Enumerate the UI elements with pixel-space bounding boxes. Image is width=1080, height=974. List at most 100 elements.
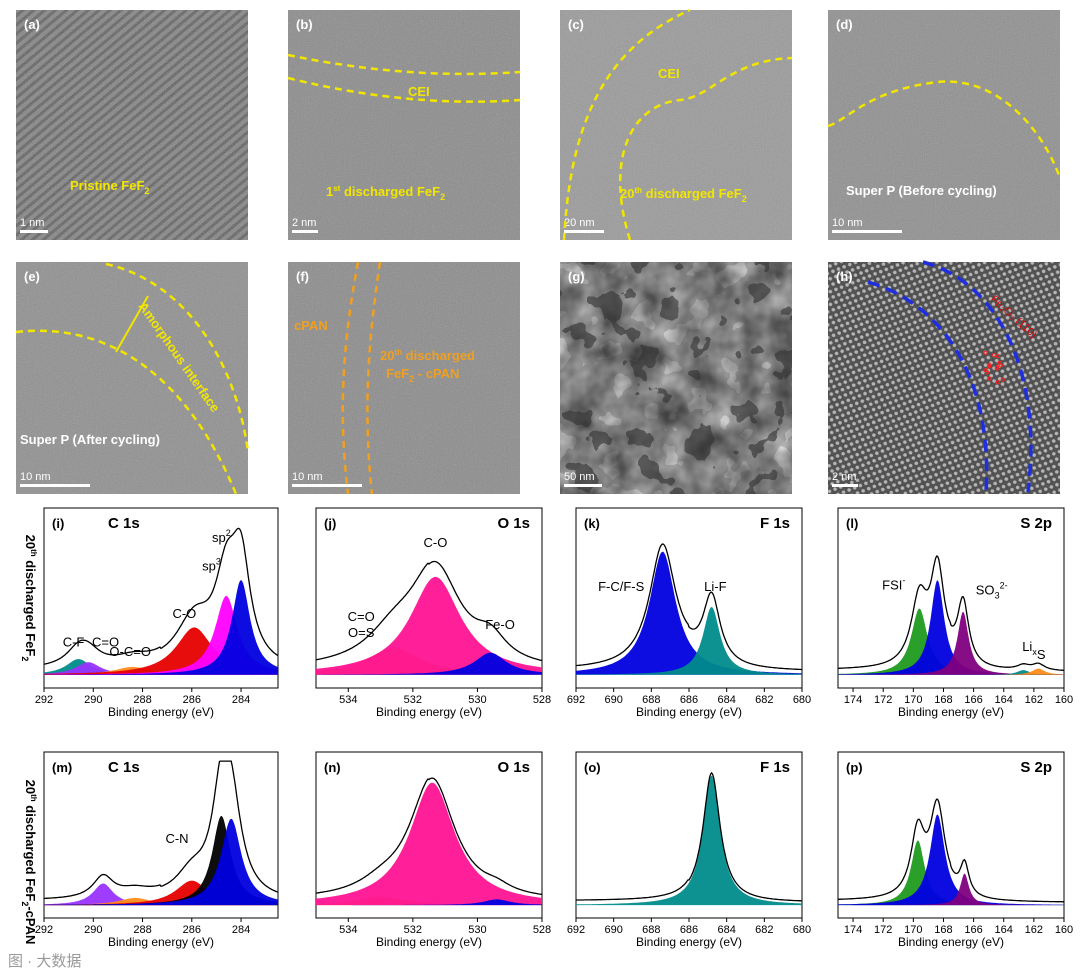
micrograph-noise: [560, 10, 792, 240]
atom-marker: [987, 362, 992, 368]
peak-label: sp2: [212, 528, 231, 545]
panel-tag: (p): [846, 760, 863, 775]
phase-inner-boundary: [867, 280, 989, 493]
micrograph-noise: [828, 10, 1060, 240]
peak-label: FSI-: [882, 576, 905, 593]
micrograph-label: 1st discharged FeF2: [326, 184, 445, 202]
x-axis-label: Binding energy (eV): [108, 935, 214, 949]
micrograph-noise: [288, 262, 520, 494]
cpan-inner-boundary: [366, 261, 382, 495]
chart-title: S 2p: [1020, 515, 1052, 532]
peak-label: Fe-O: [485, 617, 515, 632]
peak-label: C-N: [165, 831, 188, 846]
fitted-peak: [44, 818, 278, 906]
x-axis-label: Binding energy (eV): [898, 935, 1004, 949]
xps-panel: 174 172 170 168 166 164 162 160 Binding energy (…: [837, 507, 1073, 719]
peak-label: C-O: [424, 535, 448, 550]
x-tick-label: 284: [232, 924, 250, 936]
xps-panel: 534 532 530 528 Binding energy (eV) (n) O 1s: [315, 751, 551, 949]
x-tick-label: 174: [844, 694, 862, 706]
panel-tag: (h): [836, 269, 853, 284]
scale-bar: [832, 484, 858, 487]
scale-bar: [564, 230, 604, 233]
region-label: cPAN: [294, 318, 328, 333]
chart-title: O 1s: [497, 515, 530, 532]
atom-marker: [995, 380, 1000, 385]
micrograph-label: Pristine FeF2: [70, 178, 149, 196]
peak-label: SO32-: [976, 580, 1008, 600]
envelope-curve: [575, 543, 802, 671]
scale-bar: [20, 484, 90, 487]
x-tick-label: 172: [874, 924, 892, 936]
atom-marker: [991, 352, 997, 358]
scale-bar: [292, 484, 362, 487]
x-tick-label: 286: [183, 694, 201, 706]
scale-bar-label: 20 nm: [564, 217, 595, 229]
peak-label: C-O: [172, 606, 196, 621]
peak-label: O=S: [348, 625, 375, 640]
envelope-curve: [43, 527, 279, 665]
envelope-curve: [44, 760, 279, 900]
sem-particles: [560, 262, 792, 494]
x-tick-label: 284: [232, 694, 250, 706]
xps-panel: 692 690 688 686 684 682 680 Binding energy (eV)…: [567, 507, 811, 719]
peak-label: sp3: [202, 557, 221, 574]
chart-title: F 1s: [760, 515, 790, 532]
xps-panel: 692 690 688 686 684 682 680 Binding energy (eV)…: [567, 751, 811, 949]
x-tick-label: 166: [964, 694, 982, 706]
micrograph-noise: [288, 10, 520, 240]
x-tick-label: 170: [904, 694, 922, 706]
peak-label: Li-F: [704, 579, 726, 594]
cei-outer-boundary: [562, 8, 691, 241]
scale-bar-label: 10 nm: [832, 217, 863, 229]
panel-tag: (o): [584, 760, 601, 775]
x-tick-label: 688: [642, 924, 660, 936]
thickness-arrow: [115, 295, 149, 353]
micrograph-label: FeF2 - cPAN: [386, 366, 459, 384]
fitted-peak: [838, 611, 1064, 675]
x-tick-label: 168: [934, 924, 952, 936]
peak-label: F-C/F-S: [598, 579, 645, 594]
atom-marker: [983, 367, 988, 373]
envelope-curve: [838, 555, 1064, 671]
scale-bar: [20, 230, 48, 233]
panel-tag: (m): [52, 760, 72, 775]
atom-marker: [987, 376, 992, 381]
micrograph-label: 20th discharged: [380, 348, 475, 363]
xps-chart-grid: 292 290 288 286 284 Binding energy (eV) (i) C 1…: [35, 507, 1073, 949]
chart-title: O 1s: [497, 759, 530, 776]
fitted-peak: [316, 576, 542, 675]
fitted-peak: [838, 668, 1064, 675]
envelope-curve: [315, 777, 543, 896]
scale-bar: [564, 484, 602, 487]
atom-marker: [1000, 377, 1005, 382]
interface-inner-boundary: [15, 329, 238, 495]
atom-marker: [994, 366, 999, 371]
x-tick-label: 530: [468, 924, 486, 936]
x-tick-label: 174: [844, 924, 862, 936]
x-tick-label: 534: [339, 924, 357, 936]
fitted-peak: [316, 899, 542, 906]
peak-label: O-C=O: [109, 644, 151, 659]
micrograph-panel: (b) 2 nm CEI 1st discharged FeF2: [287, 10, 521, 240]
panel-tag: (l): [846, 516, 858, 531]
x-tick-label: 172: [874, 694, 892, 706]
cei-outer-boundary: [287, 53, 521, 76]
fitted-peak: [44, 883, 278, 906]
x-tick-label: 160: [1055, 694, 1073, 706]
x-tick-label: 164: [995, 694, 1013, 706]
x-tick-label: 690: [604, 694, 622, 706]
x-axis-label: Binding energy (eV): [636, 705, 742, 719]
fitted-peak: [576, 551, 802, 675]
chart-title: C 1s: [108, 759, 140, 776]
x-axis-label: Binding energy (eV): [376, 705, 482, 719]
fitted-peak: [316, 782, 542, 906]
scale-bar: [832, 230, 902, 233]
x-tick-label: 688: [642, 694, 660, 706]
fitted-peak: [838, 814, 1064, 906]
scale-bar-label: 1 nm: [20, 217, 44, 229]
x-tick-label: 168: [934, 694, 952, 706]
panel-tag: (b): [296, 17, 313, 32]
x-tick-label: 532: [404, 924, 422, 936]
